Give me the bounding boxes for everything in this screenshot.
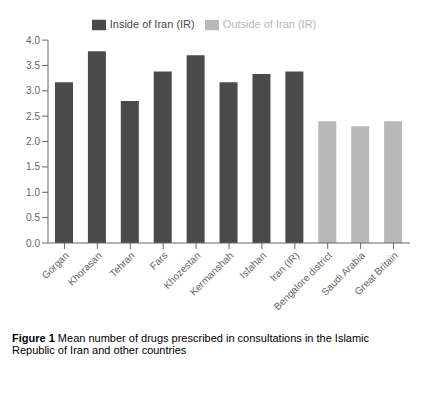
svg-text:Iran (IR): Iran (IR) — [268, 250, 302, 284]
html-text:Inside of Iran (IR): Inside of Iran (IR) — [109, 18, 195, 30]
svg-text:Tehran: Tehran — [107, 250, 136, 279]
svg-text:3.0: 3.0 — [26, 85, 40, 96]
svg-text:4.0: 4.0 — [26, 35, 40, 46]
svg-text:0.5: 0.5 — [26, 212, 40, 223]
html-text:Outside of Iran (IR): Outside of Iran (IR) — [222, 18, 317, 30]
svg-text:Khozestan: Khozestan — [161, 249, 203, 291]
svg-text:Kermanshah: Kermanshah — [188, 250, 236, 298]
svg-text:0.0: 0.0 — [26, 238, 40, 249]
svg-text:Saudi Arabia: Saudi Arabia — [319, 249, 368, 298]
svg-text:Bengalore district: Bengalore district — [272, 250, 335, 313]
svg-text:1.5: 1.5 — [26, 161, 40, 172]
svg-text:Great Britain: Great Britain — [353, 250, 400, 297]
svg-text:Fars: Fars — [148, 250, 170, 272]
svg-text:Isfahan: Isfahan — [237, 250, 268, 281]
svg-text:3.5: 3.5 — [26, 60, 40, 71]
svg-text:Khorasan: Khorasan — [66, 250, 104, 288]
svg-text:2.5: 2.5 — [26, 111, 40, 122]
svg-text:Gorgan: Gorgan — [40, 250, 71, 281]
svg-text:2.0: 2.0 — [26, 136, 40, 147]
svg-text:1.0: 1.0 — [26, 187, 40, 198]
html-text:Figure 1 Mean number of drugs: Figure 1 Mean number of drugs prescribed… — [12, 332, 370, 356]
